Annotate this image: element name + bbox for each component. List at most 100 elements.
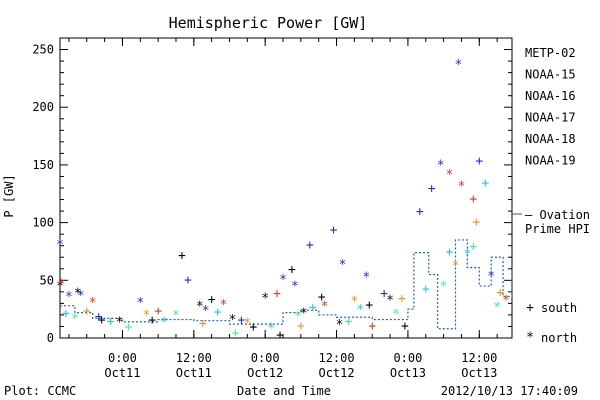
north-marker-noaa-15: * (487, 269, 495, 284)
south-marker-noaa-19: + (273, 287, 281, 302)
north-marker-noaa-17: * (71, 312, 79, 327)
south-marker-noaa-17: + (469, 239, 477, 254)
south-marker-noaa-16: + (107, 314, 115, 329)
y-tick-label: 150 (32, 158, 54, 172)
legend-entry-noaa-17: NOAA-17 (525, 111, 576, 125)
x-tick-label-date: Oct12 (247, 366, 283, 380)
south-marker-noaa-16: + (481, 176, 489, 191)
north-marker-noaa-15: * (455, 58, 463, 73)
south-marker-noaa-19: + (154, 304, 162, 319)
south-marker-noaa-16: + (62, 306, 70, 321)
plot-credit: Plot: CCMC (4, 384, 76, 398)
x-axis-label: Date and Time (237, 384, 331, 398)
south-marker-noaa-15: + (416, 205, 424, 220)
y-tick-label: 50 (40, 273, 54, 287)
y-tick-label: 0 (47, 331, 54, 345)
north-marker-noaa-15: * (291, 280, 299, 295)
north-marker-metp-02: * (74, 287, 82, 302)
north-marker-noaa-18: * (142, 309, 150, 324)
y-axis-label: P [GW] (2, 174, 16, 217)
south-marker-noaa-19: + (469, 192, 477, 207)
north-marker-noaa-15: * (65, 290, 73, 305)
north-marker-metp-02: * (116, 316, 124, 331)
north-marker-noaa-15: * (77, 289, 85, 304)
north-marker-metp-02: * (261, 291, 269, 306)
north-marker-metp-02: * (386, 294, 394, 309)
x-tick-label-date: Oct11 (176, 366, 212, 380)
x-tick-label-time: 12:00 (461, 351, 497, 365)
south-marker-noaa-18: + (496, 286, 504, 301)
axes: 0501001502002500:00Oct1112:00Oct110:00Oc… (32, 37, 513, 380)
south-marker-noaa-15: + (428, 182, 436, 197)
legend-entry-noaa-16: NOAA-16 (525, 89, 576, 103)
marker-legend-symbol: + (526, 301, 534, 316)
south-marker-metp-02: + (401, 319, 409, 334)
north-marker-noaa-15: * (136, 296, 144, 311)
south-marker-noaa-15: + (330, 223, 338, 238)
south-marker-metp-02: + (208, 292, 216, 307)
north-marker-metp-02: * (336, 318, 344, 333)
south-marker-noaa-15: + (237, 313, 245, 328)
legend-entry-noaa-19: NOAA-19 (525, 154, 576, 168)
south-marker-noaa-17: + (124, 320, 132, 335)
legend-entry-noaa-15: NOAA-15 (525, 68, 576, 82)
x-tick-label-date: Oct12 (318, 366, 354, 380)
north-marker-noaa-16: * (160, 316, 168, 331)
north-marker-noaa-17: * (172, 309, 180, 324)
legend-entry-ovation-hpi: — Ovation (525, 208, 590, 222)
north-marker-noaa-17: * (440, 280, 448, 295)
chart-title: Hemispheric Power [GW] (169, 14, 368, 32)
south-marker-noaa-16: + (422, 282, 430, 297)
marker-legend-symbol: * (526, 331, 534, 346)
north-marker-noaa-15: * (362, 271, 370, 286)
south-marker-metp-02: + (178, 249, 186, 264)
north-marker-metp-02: * (56, 280, 64, 295)
south-marker-metp-02: + (318, 290, 326, 305)
south-marker-noaa-18: + (297, 319, 305, 334)
south-marker-metp-02: + (98, 313, 106, 328)
north-marker-noaa-15: * (279, 273, 287, 288)
north-marker-noaa-17: * (294, 310, 302, 325)
south-marker-noaa-15: + (380, 287, 388, 302)
legend: METP-02 NOAA-15 NOAA-16 NOAA-17 NOAA-18 NOAA-… (512, 46, 590, 346)
north-marker-metp-02: * (229, 313, 237, 328)
legend-entry-metp-02: METP-02 (525, 46, 576, 60)
north-marker-noaa-17: * (392, 307, 400, 322)
marker-legend-label-south: south (541, 301, 577, 315)
south-marker-metp-02: + (148, 313, 156, 328)
x-tick-label-time: 0:00 (108, 351, 137, 365)
legend-entry-ovation-hpi: Prime HPI (525, 222, 590, 236)
south-marker-metp-02: + (249, 320, 257, 335)
x-tick-label-time: 0:00 (251, 351, 280, 365)
south-marker-metp-02: + (276, 328, 284, 343)
x-tick-label-time: 12:00 (176, 351, 212, 365)
north-marker-noaa-19: * (458, 179, 466, 194)
south-marker-noaa-18: + (398, 291, 406, 306)
north-marker-noaa-15: * (339, 258, 347, 273)
south-marker-noaa-19: + (368, 319, 376, 334)
north-marker-noaa-16: * (267, 321, 275, 336)
north-marker-noaa-15: * (437, 159, 445, 174)
y-tick-label: 200 (32, 100, 54, 114)
south-marker-noaa-17: + (345, 314, 353, 329)
legend-entry-noaa-18: NOAA-18 (525, 132, 576, 146)
north-marker-noaa-18: * (243, 317, 251, 332)
y-tick-label: 250 (32, 43, 54, 57)
x-tick-label-date: Oct13 (461, 366, 497, 380)
x-tick-label-time: 0:00 (393, 351, 422, 365)
marker-legend-label-north: north (541, 331, 577, 345)
south-marker-metp-02: + (288, 262, 296, 277)
y-tick-label: 100 (32, 216, 54, 230)
south-marker-noaa-15: + (475, 154, 483, 169)
north-marker-noaa-18: * (452, 259, 460, 274)
north-marker-metp-02: * (300, 306, 308, 321)
north-marker-noaa-19: * (89, 296, 97, 311)
south-marker-noaa-18: + (83, 304, 91, 319)
south-marker-noaa-15: + (95, 310, 103, 325)
south-marker-noaa-15: + (306, 238, 314, 253)
north-marker-noaa-19: * (502, 294, 510, 309)
south-marker-noaa-18: + (472, 215, 480, 230)
south-marker-metp-02: + (365, 298, 373, 313)
x-tick-label-date: Oct11 (104, 366, 140, 380)
